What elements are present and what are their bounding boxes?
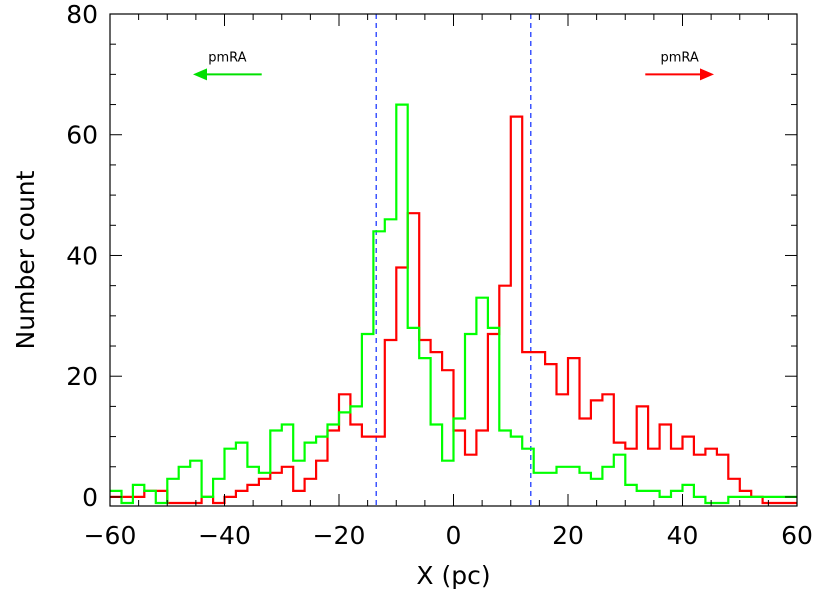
y-tick-label: 40 [66, 241, 98, 270]
x-tick-label: 0 [446, 521, 462, 550]
x-tick-label: 40 [667, 521, 699, 550]
y-axis-title: Number count [11, 170, 40, 349]
y-tick-label: 20 [66, 362, 98, 391]
x-tick-label: −60 [84, 521, 137, 550]
annotation-label: pmRA [208, 50, 246, 65]
reference-lines [375, 14, 532, 506]
y-tick-label: 80 [66, 0, 98, 29]
series-red-step [110, 115, 797, 505]
axes: −60 −40 −20 0 20 40 60 0 20 40 60 80 [66, 0, 813, 550]
direction-annotations: pmRA pmRA [193, 50, 714, 81]
x-tick-label: 20 [552, 521, 584, 550]
y-tick-label: 0 [82, 483, 98, 512]
x-tick-label: 60 [781, 521, 813, 550]
x-tick-label: −40 [198, 521, 251, 550]
x-axis-title: X (pc) [416, 561, 490, 590]
y-tick-label: 60 [66, 121, 98, 150]
histogram-series [110, 103, 797, 505]
annotation-arrow-head [193, 68, 208, 81]
x-tick-label: −20 [313, 521, 366, 550]
series-green-step [110, 103, 797, 505]
annotation-arrow-head [699, 68, 714, 81]
annotation-label: pmRA [660, 50, 698, 65]
